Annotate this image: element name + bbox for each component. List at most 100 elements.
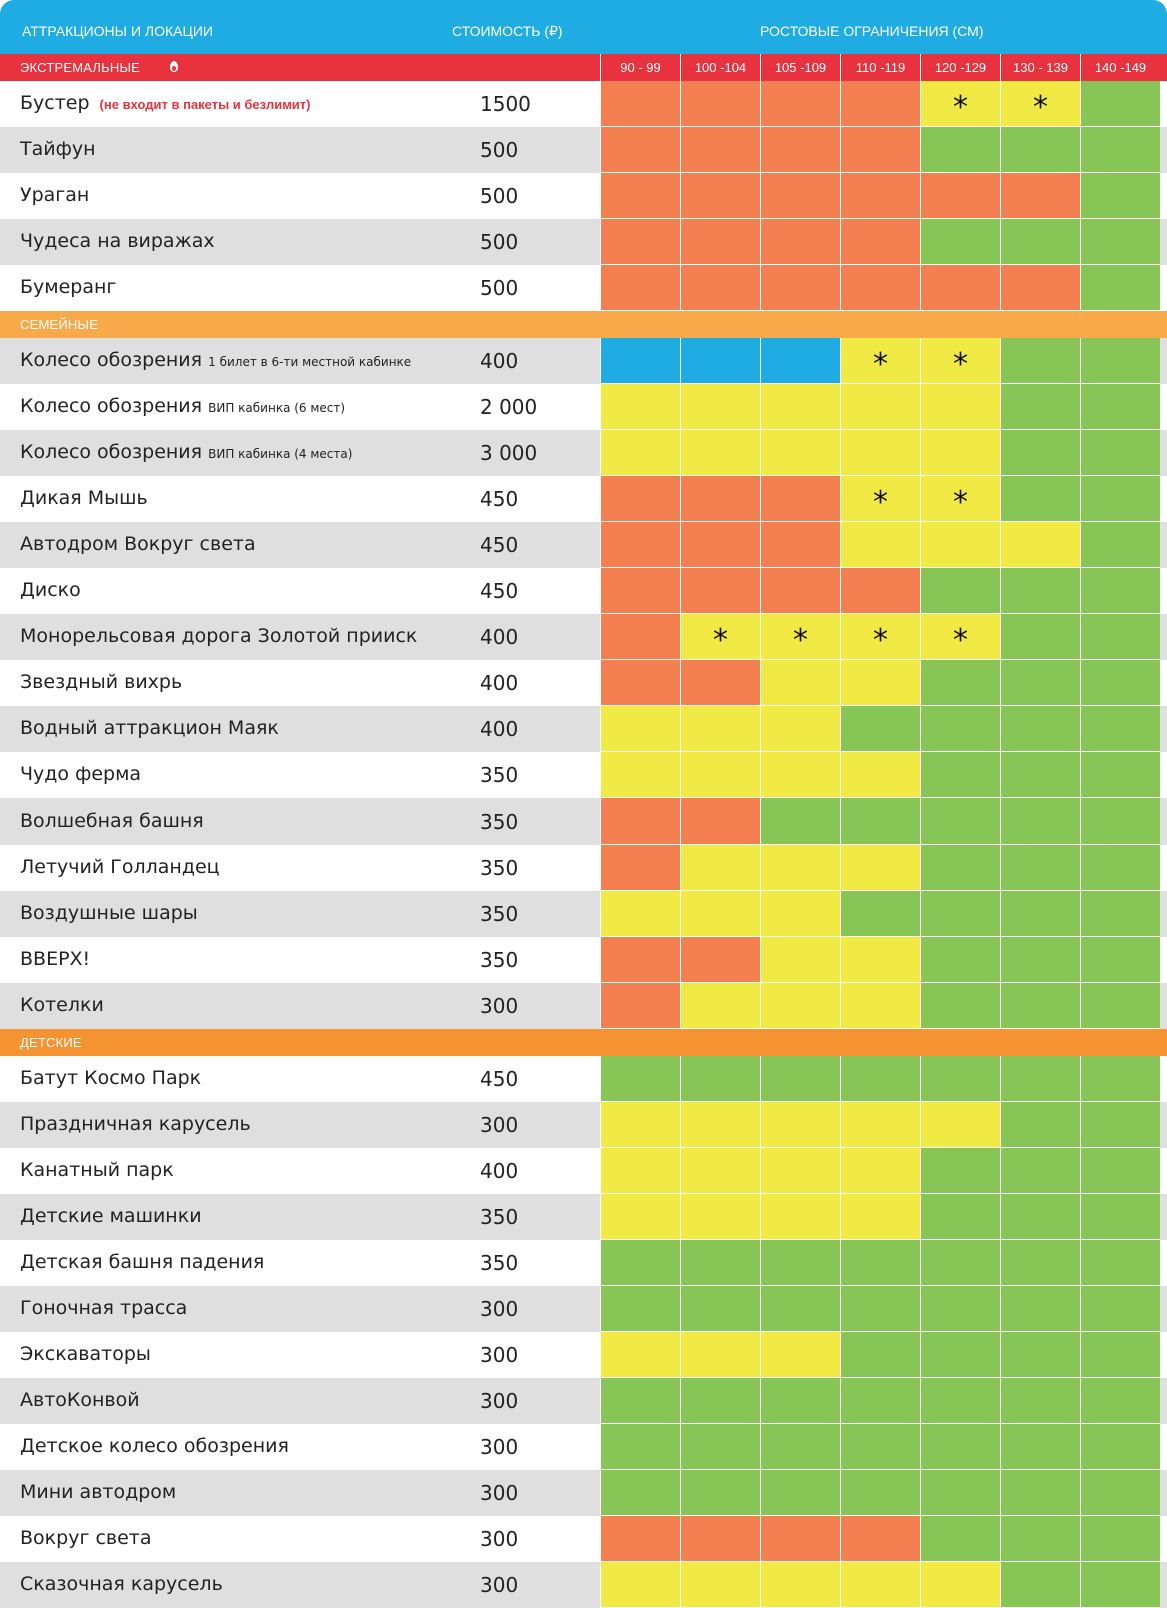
attraction-price: 300	[480, 1113, 519, 1137]
height-cell	[600, 983, 680, 1029]
height-cell	[600, 219, 680, 265]
height-cell	[1080, 1194, 1160, 1240]
attraction-name: Чудеса на виражах	[20, 230, 215, 252]
height-cell	[600, 81, 680, 127]
attraction-subtitle: ВИП кабинка (4 места)	[208, 447, 353, 461]
height-cell	[840, 752, 920, 798]
table-row: Гоночная трасса 300	[0, 1286, 1167, 1332]
height-cell	[920, 1562, 1000, 1608]
height-cell	[920, 265, 1000, 311]
table-row: Диско 450	[0, 568, 1167, 614]
asterisk-mark: *	[953, 90, 968, 125]
height-cell	[920, 1148, 1000, 1194]
attraction-price: 2 000	[480, 395, 538, 419]
asterisk-mark: *	[873, 485, 888, 520]
height-cell	[600, 1424, 680, 1470]
table-row: Сказочная карусель 300	[0, 1562, 1167, 1608]
height-cell	[680, 1470, 760, 1516]
height-cell	[680, 1240, 760, 1286]
section-header: СЕМЕЙНЫЕ	[0, 311, 1167, 339]
height-cell	[1000, 983, 1080, 1029]
height-cell	[840, 173, 920, 219]
height-cell	[840, 798, 920, 845]
height-cell	[840, 265, 920, 311]
height-cell	[680, 798, 760, 845]
height-cell	[1080, 430, 1160, 476]
table-row: ВВЕРХ! 350	[0, 937, 1167, 983]
attraction-name: Воздушные шары	[20, 902, 198, 924]
height-cell	[600, 1332, 680, 1378]
attraction-name: АвтоКонвой	[20, 1389, 140, 1411]
height-cell	[1000, 384, 1080, 430]
attraction-name: Звездный вихрь	[20, 671, 182, 693]
height-cell	[1080, 614, 1160, 660]
height-cell	[680, 1194, 760, 1240]
height-cell	[920, 891, 1000, 937]
attraction-title: АвтоКонвой	[20, 1389, 140, 1411]
height-cell	[1080, 1240, 1160, 1286]
fire-icon	[170, 61, 178, 72]
height-cell	[1080, 1562, 1160, 1608]
height-cell	[1000, 706, 1080, 752]
attraction-title: Праздничная карусель	[20, 1113, 251, 1135]
height-cell: *	[840, 614, 920, 660]
height-cell	[600, 845, 680, 891]
attraction-price: 350	[480, 856, 519, 880]
height-cell	[1000, 1470, 1080, 1516]
height-cell	[840, 219, 920, 265]
height-cell: *	[920, 476, 1000, 522]
height-cell	[760, 1194, 840, 1240]
height-cell	[1000, 1562, 1080, 1608]
height-cell	[600, 522, 680, 568]
attraction-title: Колесо обозрения	[20, 395, 203, 417]
height-cell: *	[840, 338, 920, 384]
height-cell	[840, 983, 920, 1029]
height-cell	[920, 1516, 1000, 1562]
attraction-name: Детская башня падения	[20, 1251, 264, 1273]
table-row: Батут Космо Парк 450	[0, 1056, 1167, 1102]
height-cell	[600, 476, 680, 522]
height-cell	[840, 384, 920, 430]
height-cell	[920, 430, 1000, 476]
table-row: Мини автодром 300	[0, 1470, 1167, 1516]
attraction-name: Колесо обозрения ВИП кабинка (6 мест)	[20, 395, 345, 417]
attraction-price: 350	[480, 948, 519, 972]
attraction-title: Ураган	[20, 184, 90, 206]
attraction-price: 300	[480, 1435, 519, 1459]
attraction-price: 400	[480, 349, 519, 373]
height-cell	[760, 1240, 840, 1286]
table-row: Праздничная карусель 300	[0, 1102, 1167, 1148]
height-cell	[600, 430, 680, 476]
attraction-title: ВВЕРХ!	[20, 948, 91, 970]
height-cell	[680, 338, 760, 384]
asterisk-mark: *	[793, 623, 808, 658]
attraction-name: Ураган	[20, 184, 89, 206]
height-range-label: 130 - 139	[1000, 54, 1080, 81]
height-cell	[680, 937, 760, 983]
height-cell	[1000, 752, 1080, 798]
height-cell	[840, 937, 920, 983]
attraction-name: Волшебная башня	[20, 810, 204, 832]
table-row: Бумеранг 500	[0, 265, 1167, 311]
table-row: Канатный парк 400	[0, 1148, 1167, 1194]
height-cell	[920, 568, 1000, 614]
height-cell: *	[920, 338, 1000, 384]
height-cell: *	[920, 614, 1000, 660]
height-cell	[1080, 1056, 1160, 1102]
height-cell	[760, 1470, 840, 1516]
attraction-title: Детские машинки	[20, 1205, 202, 1227]
attraction-title: Мини автодром	[20, 1481, 177, 1503]
height-cell	[840, 81, 920, 127]
height-cell	[840, 1424, 920, 1470]
height-cell	[1080, 706, 1160, 752]
height-cell	[1080, 1332, 1160, 1378]
height-cell	[1080, 1102, 1160, 1148]
attraction-title: Летучий Голландец	[20, 856, 220, 878]
height-cell	[840, 1332, 920, 1378]
attraction-title: Тайфун	[20, 138, 96, 160]
table-row: Волшебная башня 350	[0, 798, 1167, 845]
height-cell	[1000, 1424, 1080, 1470]
attraction-price: 400	[480, 1159, 519, 1183]
attraction-title: Сказочная карусель	[20, 1573, 223, 1595]
table-row: Бустер (не входит в пакеты и безлимит) 150…	[0, 81, 1167, 127]
